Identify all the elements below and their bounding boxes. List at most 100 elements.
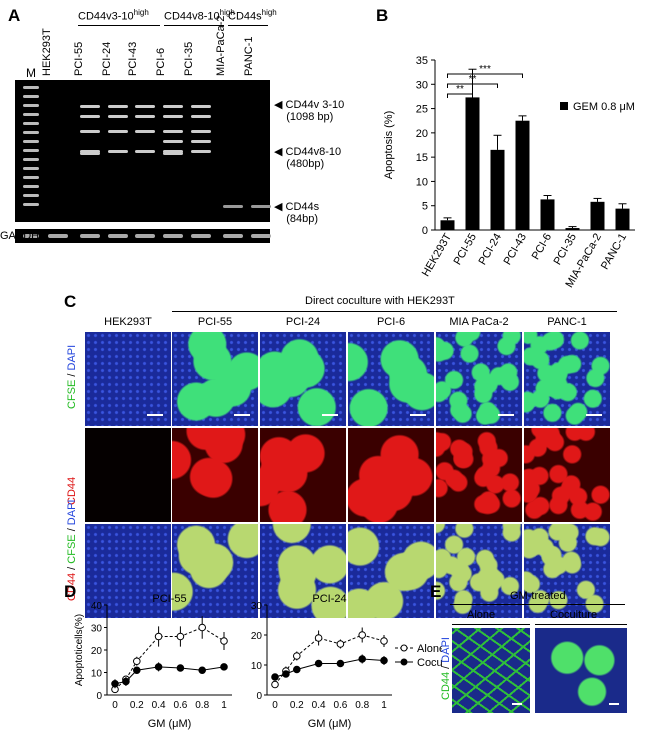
legend-label: Coculture [417,657,442,669]
ladder-band [23,140,39,143]
significance-bracket [447,73,523,78]
ladder-band [23,86,39,89]
y-tick-label: 20 [416,128,428,140]
ladder-band [23,185,39,188]
gel-band [80,105,100,108]
x-tick-label: 0 [272,700,278,711]
x-tick-label: PCI-24 [477,232,505,268]
data-point [271,673,279,681]
x-tick-label: HEK293T [420,231,454,279]
legend-swatch [560,102,568,110]
ladder-band [23,149,39,152]
micrograph [524,428,610,522]
group-header-3: CD44shigh [228,8,277,23]
gel-band [108,130,128,133]
bar [540,199,555,230]
apoptosis-bar-chart: 0 5 10 15 20 25 30 35 Apoptosis (%) HEK293TPCI-55… [383,55,635,290]
data-point [336,640,345,648]
gapdh-band [191,234,211,238]
gel-band [191,115,211,118]
micrograph [436,428,522,522]
micro-col-label: HEK293T [104,316,152,328]
lane-label: PCI-43 [127,41,139,76]
micrograph [348,332,434,426]
micrograph [436,332,522,426]
gel-band [135,115,155,118]
panel-a-letter: A [8,6,21,25]
data-point [282,670,290,678]
gapdh-label: GAPDH [0,230,40,242]
data-point [314,634,323,642]
scale-bar [147,414,163,416]
gel-band [163,150,183,153]
gel-band [191,105,211,108]
scale-bar [498,414,514,416]
e-col-coculture-line [535,624,627,625]
band-label-1: ◀ CD44v 3-10 (1098 bp) [274,99,345,123]
bar [615,208,630,230]
x-tick-label: PCI-55 [452,232,480,268]
gapdh-band [108,234,128,238]
micrograph [172,332,258,426]
gel-band [108,150,128,153]
bar [565,228,580,230]
y-tick-label: 40 [91,601,103,612]
significance-label: ** [469,74,477,85]
gel-band [163,152,183,155]
micrograph-e-alone [452,628,530,713]
bar [490,149,505,230]
data-point [198,666,206,675]
micro-col-label: PANC-1 [547,316,587,328]
bar [515,120,530,230]
ladder-band [23,158,39,161]
data-point [380,656,388,665]
e-col-coculture: Coculture [550,609,598,621]
x-tick-label: 0.2 [290,700,304,711]
marker-label: M [26,66,36,80]
y-tick-label: 10 [91,669,103,680]
gapdh-gel [15,229,271,243]
y-tick-label: 30 [91,624,103,635]
gel-band [135,105,155,108]
gel-band [191,150,211,153]
ladder-band [23,95,39,98]
gapdh-band [23,234,39,238]
micrograph [348,524,434,618]
gapdh-band [48,234,68,238]
data-point [380,637,388,645]
lane-label: PANC-1 [243,36,255,76]
x-tick-label: 0.2 [130,700,144,711]
series-line [274,658,385,678]
gel-band [223,205,243,208]
micrograph [172,524,258,618]
ladder-band [23,176,39,179]
micrograph [260,428,346,522]
gel-band [80,150,100,153]
y-tick-label: 20 [251,631,263,642]
significance-label: ** [456,84,464,95]
lane-label: PCI-6 [155,47,167,76]
data-point [133,666,141,675]
y-tick-label: 0 [96,691,102,702]
data-point [293,665,301,674]
micrograph [85,524,171,618]
gapdh-band [80,234,100,238]
gm-treated-header: GM-treated [510,590,566,602]
x-tick-label: 0 [112,700,118,711]
bar [440,220,455,230]
gm-treated-line [450,604,625,605]
y-tick-label: 10 [416,176,428,188]
data-point [220,663,228,671]
legend-marker [400,644,408,652]
micrograph [85,428,171,522]
data-point [154,632,163,641]
gel-band [135,130,155,133]
group-line-1 [78,25,160,26]
group-header-1: CD44v3-10high [78,8,149,23]
y-tick-label: 15 [416,152,428,164]
y-axis-label: Apoptosis (%) [383,111,395,179]
scale-bar [609,703,619,705]
micro-col-label: PCI-55 [197,316,233,328]
lane-label: PCI-24 [101,41,113,76]
gel-band [251,205,271,208]
